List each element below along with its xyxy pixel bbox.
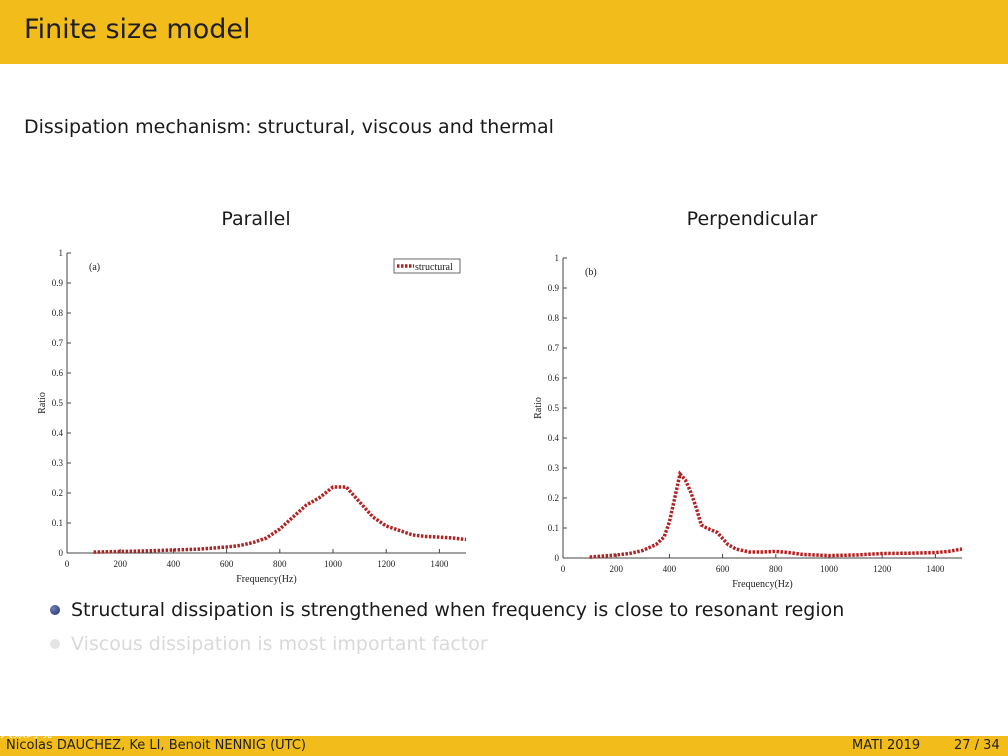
y-tick-label: 0.9 [548, 283, 560, 293]
chart-a-title: Parallel [221, 208, 291, 230]
bullet-icon [50, 605, 60, 615]
y-axis-label: Ratio [533, 397, 544, 419]
x-tick-label: 400 [167, 559, 181, 569]
legend-box [393, 258, 461, 274]
bullet-text: Viscous dissipation is most important fa… [71, 633, 488, 655]
x-tick-label: 800 [769, 564, 783, 574]
y-tick-label: 0.4 [52, 428, 64, 438]
slide-footer: Nicolas DAUCHEZ, Ke LI, Benoit NENNIG (U… [0, 736, 1008, 756]
y-tick-label: 0.1 [548, 523, 559, 533]
footer-conference: MATI 2019 [852, 738, 921, 753]
x-tick-label: 1000 [820, 564, 839, 574]
y-tick-label: 0.3 [548, 463, 560, 473]
x-tick-label: 200 [113, 559, 127, 569]
y-tick-label: 0.2 [548, 493, 559, 503]
series-line-data [589, 470, 963, 559]
x-tick-label: 1400 [430, 559, 449, 569]
intro-text: Dissipation mechanism: structural, visco… [24, 116, 554, 138]
y-axis-label: Ratio [37, 392, 48, 414]
x-tick-label: 400 [663, 564, 677, 574]
y-tick-label: 0.7 [52, 338, 64, 348]
x-tick-label: 1200 [377, 559, 396, 569]
panel-label: (b) [585, 267, 597, 278]
y-tick-label: 0.3 [52, 458, 64, 468]
y-tick-label: 0.2 [52, 488, 63, 498]
y-tick-label: 0.4 [548, 433, 560, 443]
legend-label: structural [415, 262, 453, 273]
bullet-icon [50, 639, 60, 649]
y-tick-label: 1 [59, 248, 64, 258]
x-tick-label: 600 [220, 559, 234, 569]
x-tick-label: 0 [561, 564, 566, 574]
bullet-text: Structural dissipation is strengthened w… [71, 599, 845, 621]
x-tick-label: 1400 [926, 564, 945, 574]
y-tick-label: 0.6 [52, 368, 64, 378]
footer-page-number: 27 / 34 [954, 738, 1000, 753]
series-line-structural [93, 485, 467, 554]
x-tick-label: 1200 [873, 564, 892, 574]
chart-perpendicular: 0 0.1 0.2 0.3 0.4 0.5 0.6 0.7 0.8 0.9 1 0 200 400 600 8… [533, 253, 963, 590]
y-tick-label: 0 [555, 553, 560, 563]
bullet-item: Viscous dissipation is most important fa… [48, 630, 948, 664]
slide-header: Finite size model [0, 0, 1008, 64]
y-tick-label: 0 [59, 548, 64, 558]
panel-label: (a) [89, 262, 100, 273]
x-axis-label: Frequency(Hz) [236, 574, 297, 585]
y-tick-label: 0.6 [548, 373, 560, 383]
slide-title: Finite size model [24, 14, 251, 45]
y-tick-label: 0.1 [52, 518, 63, 528]
watermark-text: 大数跨境 [0, 726, 53, 741]
y-tick-label: 1 [555, 253, 560, 263]
bullet-item: Structural dissipation is strengthened w… [48, 596, 948, 630]
y-tick-label: 0.7 [548, 343, 560, 353]
x-tick-label: 600 [716, 564, 730, 574]
x-tick-label: 200 [609, 564, 623, 574]
y-tick-label: 0.5 [52, 398, 64, 408]
y-tick-label: 0.8 [52, 308, 64, 318]
x-axis-label: Frequency(Hz) [732, 579, 793, 590]
x-tick-label: 1000 [324, 559, 343, 569]
chart-parallel: 0 0.1 0.2 0.3 0.4 0.5 0.6 0.7 0.8 0.9 1 0 200 400 600 8… [37, 248, 467, 585]
x-tick-label: 0 [65, 559, 70, 569]
x-tick-label: 800 [273, 559, 287, 569]
chart-b-title: Perpendicular [686, 208, 818, 230]
y-tick-label: 0.8 [548, 313, 560, 323]
footer-authors: Nicolas DAUCHEZ, Ke LI, Benoit NENNIG (U… [6, 738, 306, 753]
bullet-list: Structural dissipation is strengthened w… [48, 596, 948, 664]
y-tick-label: 0.5 [548, 403, 560, 413]
y-tick-label: 0.9 [52, 278, 64, 288]
